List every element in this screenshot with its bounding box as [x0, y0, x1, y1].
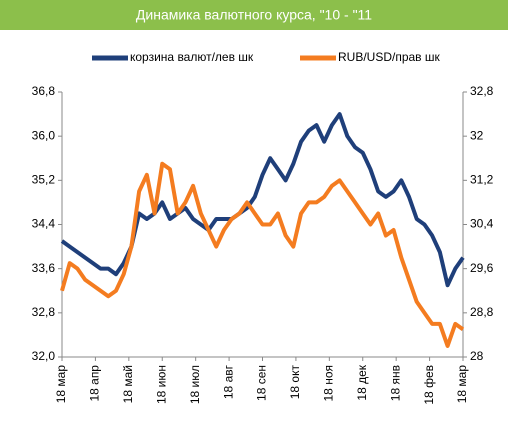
x-tick-label: 18 мар [455, 365, 469, 404]
y2-tick-label: 28,8 [470, 305, 494, 319]
y-tick-label: 32,0 [32, 349, 56, 363]
y2-tick-label: 28 [470, 349, 484, 363]
x-tick-label: 18 авг [221, 364, 235, 399]
x-tick-label: 18 янв [388, 365, 402, 401]
x-tick-label: 18 сен [255, 365, 269, 401]
y-tick-label: 36,0 [32, 128, 56, 142]
x-tick-label: 18 май [121, 365, 135, 403]
y-tick-label: 36,8 [32, 84, 56, 98]
y-tick-label: 33,6 [32, 261, 56, 275]
x-tick-label: 18 ноя [322, 365, 336, 401]
x-tick-label: 18 окт [288, 365, 302, 400]
y-tick-label: 32,8 [32, 305, 56, 319]
legend-label: RUB/USD/прав шк [338, 50, 441, 64]
chart-title: Динамика валютного курса, "10 - "11 [136, 7, 372, 23]
y2-tick-label: 30,4 [470, 217, 494, 231]
x-tick-label: 18 дек [355, 364, 369, 400]
x-tick-label: 18 апр [88, 365, 102, 402]
series-line [60, 161, 465, 348]
y-tick-label: 35,2 [32, 173, 56, 187]
y2-tick-label: 32 [470, 128, 484, 142]
y2-tick-label: 29,6 [470, 261, 494, 275]
legend-label: корзина валют/лев шк [130, 50, 254, 64]
x-tick-label: 18 мар [54, 365, 68, 404]
y2-tick-label: 32,8 [470, 84, 494, 98]
y2-tick-label: 31,2 [470, 173, 494, 187]
x-tick-label: 18 июн [154, 365, 168, 404]
title-bar [0, 0, 508, 30]
y-tick-label: 34,4 [32, 217, 56, 231]
x-tick-label: 18 июл [188, 365, 202, 404]
x-tick-label: 18 фев [422, 365, 436, 405]
